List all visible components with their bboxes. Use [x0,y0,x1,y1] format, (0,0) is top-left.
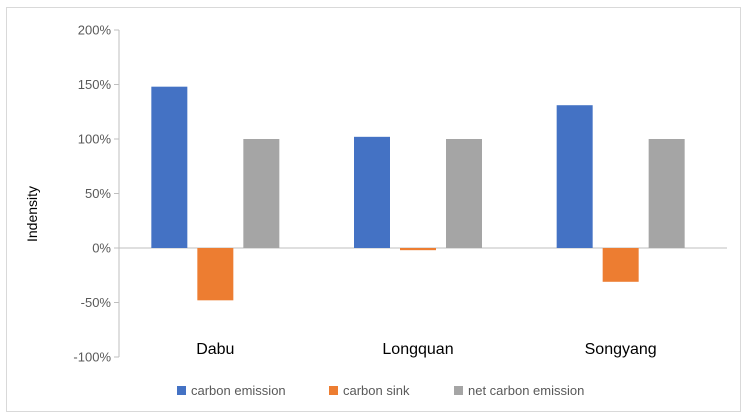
category-labels: Dabu Longquan Songyang [196,341,656,358]
y-tick-label: 50% [85,186,111,201]
bar-net-carbon-emission-songyang [648,139,685,248]
bar-net-carbon-emission-dabu [243,139,280,248]
bar-net-carbon-emission-longquan [446,139,482,248]
legend-swatch-net-carbon-emission [454,386,463,395]
y-tick-label: 200% [78,23,112,38]
legend-label-carbon-sink: carbon sink [343,383,410,398]
y-tick-label: -50% [81,295,112,310]
legend: carbon emission carbon sink net carbon emi… [177,383,584,398]
bar-carbon-emission-dabu [151,86,188,249]
y-axis-title: Indensity [24,186,40,242]
y-tick-label: 150% [78,77,112,92]
category-label-dabu: Dabu [196,341,234,358]
chart-svg: Indensity 200% 150% 100% 50% 0% -50% -100% Dab… [24,23,727,398]
y-axis-ticks: 200% 150% 100% 50% 0% -50% -100% [73,23,119,365]
legend-label-carbon-emission: carbon emission [191,383,286,398]
bar-carbon-sink-dabu [197,248,234,301]
y-tick-label: 0% [92,241,111,256]
legend-swatch-carbon-sink [329,386,338,395]
bar-carbon-emission-longquan [354,136,390,248]
y-axis-title-group: Indensity [24,186,40,242]
y-tick-label: 100% [78,132,112,147]
legend-label-net-carbon-emission: net carbon emission [468,383,584,398]
bar-carbon-sink-longquan [400,248,436,251]
chart-area: Indensity 200% 150% 100% 50% 0% -50% -100% Dab… [6,7,741,412]
category-label-longquan: Longquan [382,341,453,358]
bar-carbon-emission-songyang [556,105,593,249]
legend-swatch-carbon-emission [177,386,186,395]
y-tick-label: -100% [73,350,111,365]
category-label-songyang: Songyang [585,341,657,358]
bar-carbon-sink-songyang [602,248,639,282]
bars [151,86,685,301]
